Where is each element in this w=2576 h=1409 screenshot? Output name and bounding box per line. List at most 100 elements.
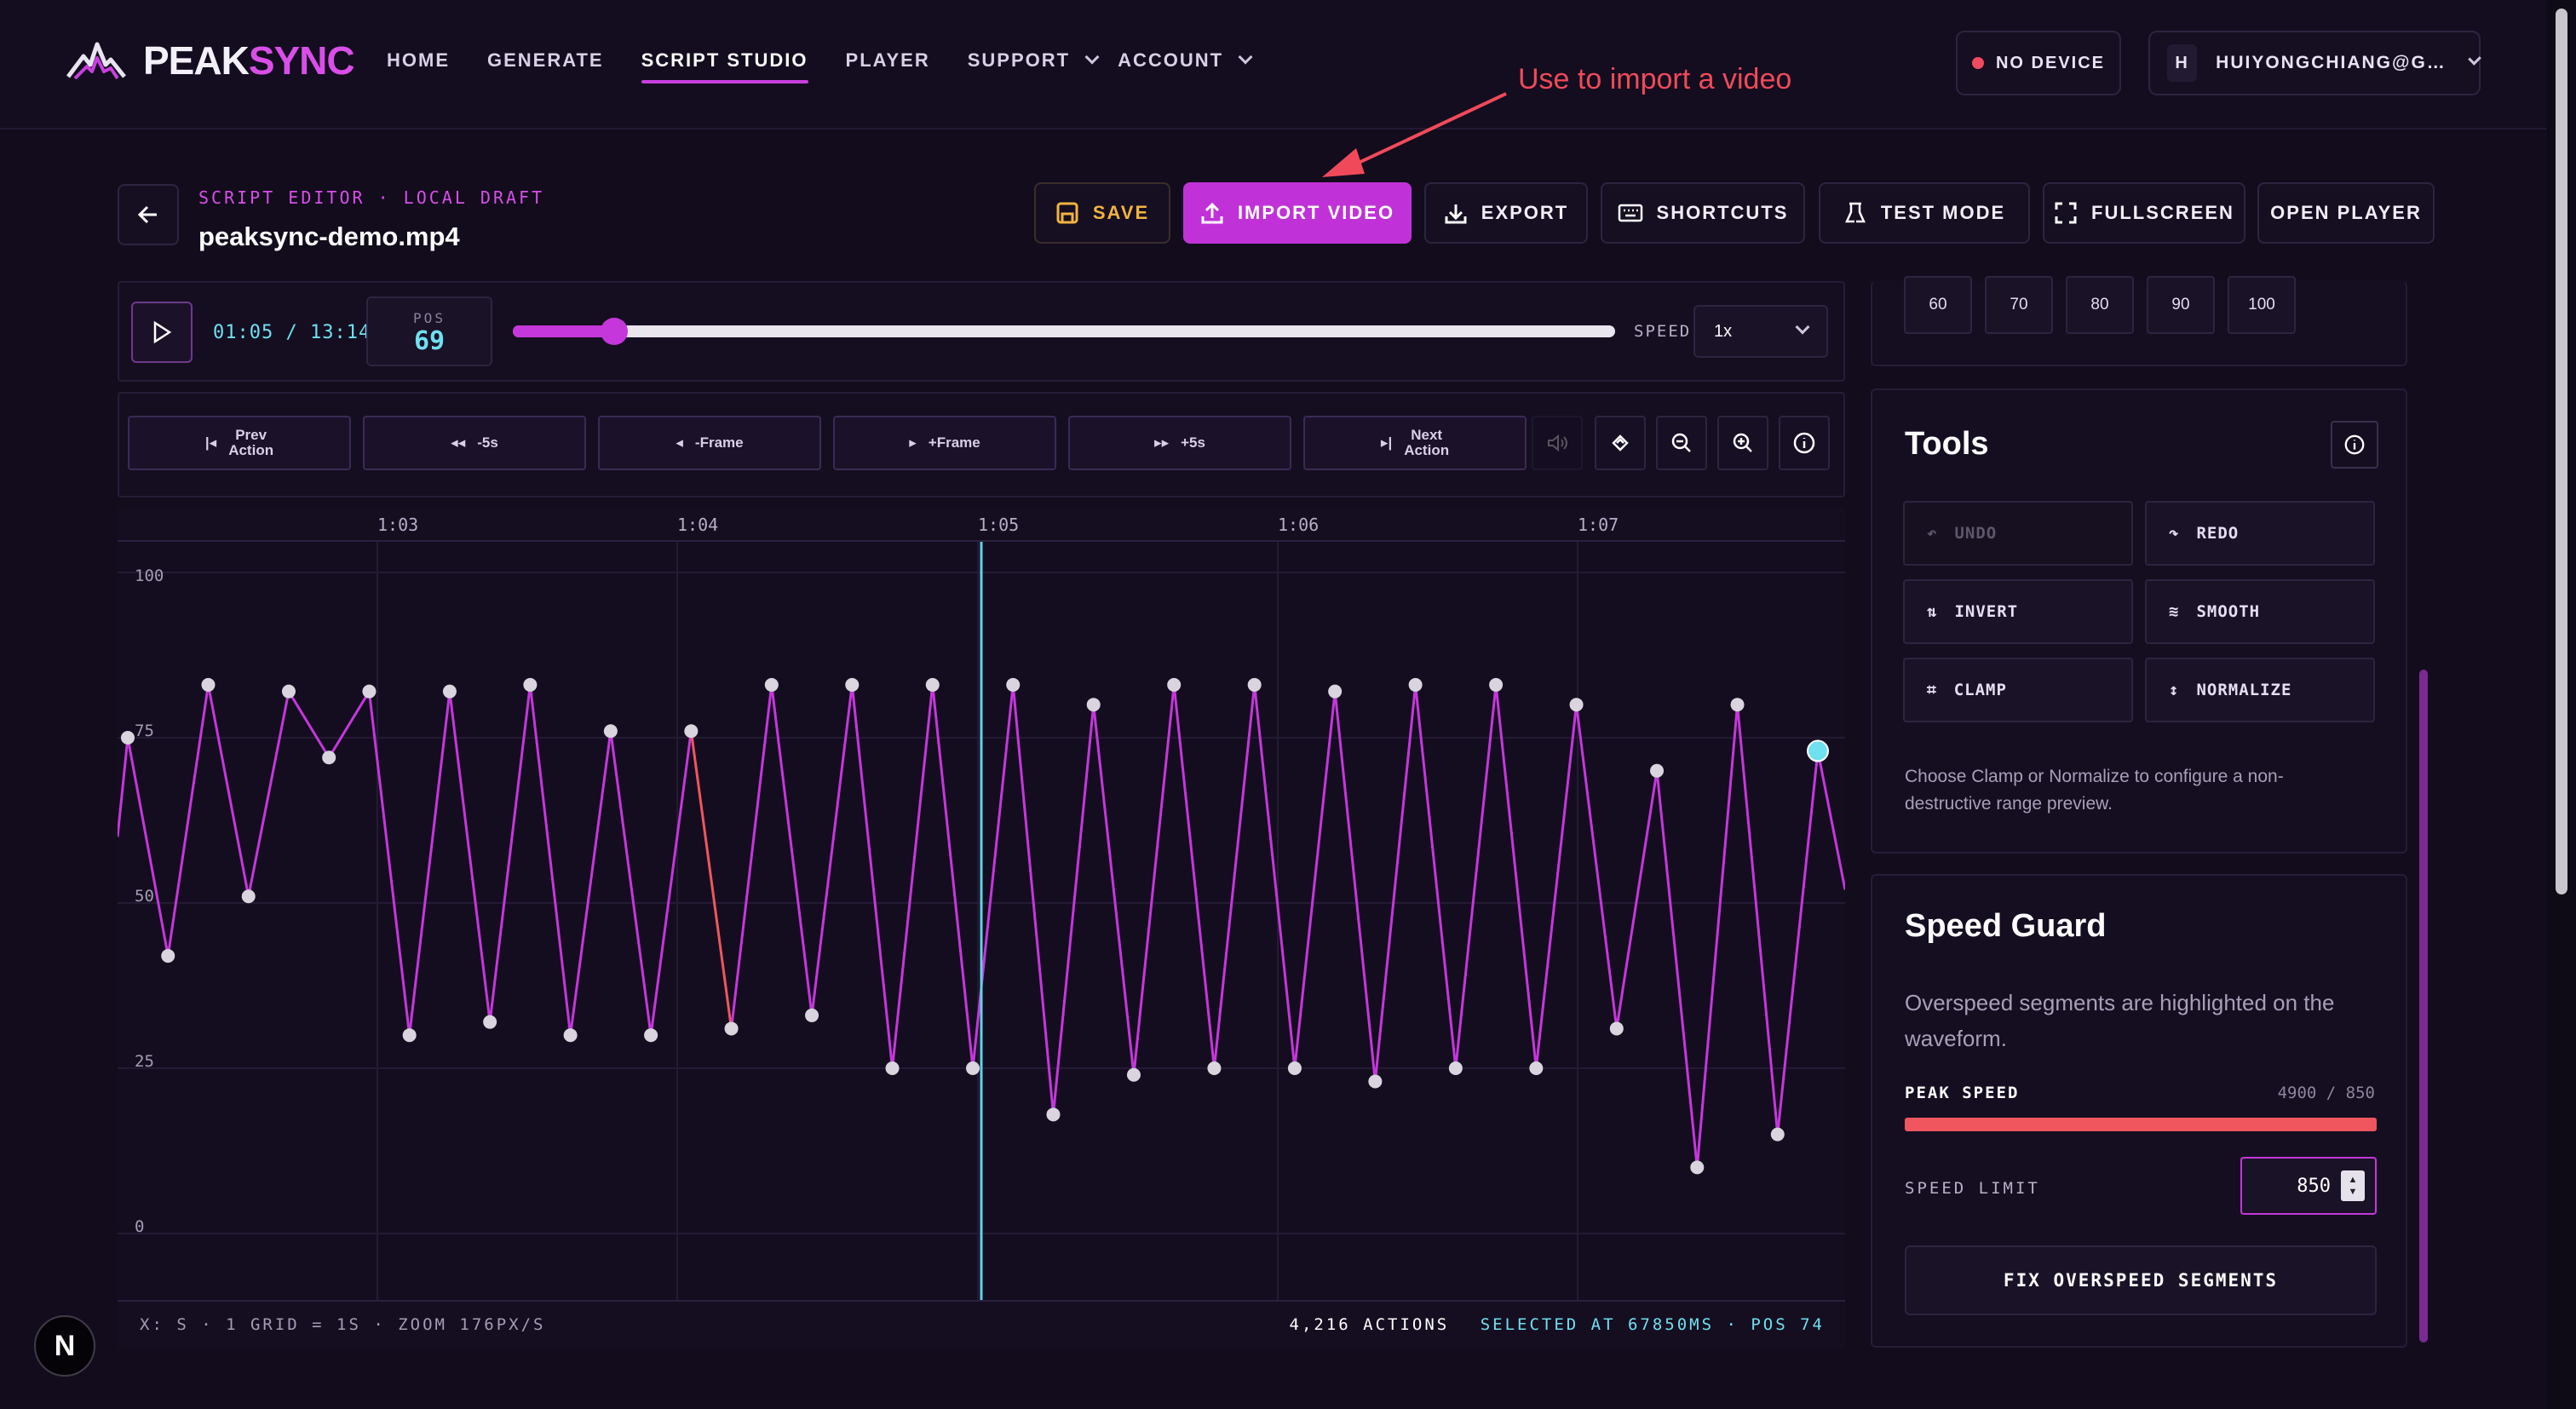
action-point[interactable]	[1529, 1061, 1544, 1075]
snap-button[interactable]	[1595, 416, 1646, 470]
invert-button[interactable]: ⇅ INVERT	[1903, 579, 2133, 644]
seek-slider-handle[interactable]	[601, 318, 629, 345]
preset-80-button[interactable]: 80	[2066, 276, 2134, 334]
zoom-out-button[interactable]	[1656, 416, 1707, 470]
action-point[interactable]	[402, 1028, 417, 1043]
nav-support[interactable]: SUPPORT	[967, 49, 1100, 83]
action-point[interactable]	[121, 731, 135, 745]
smooth-button[interactable]: ≋ SMOOTH	[2145, 579, 2375, 644]
nav-script-studio[interactable]: SCRIPT STUDIO	[641, 49, 808, 83]
dev-tools-badge[interactable]: N	[34, 1315, 95, 1377]
action-point[interactable]	[644, 1028, 658, 1043]
step-back-icon: ◂	[676, 434, 683, 451]
action-point[interactable]	[1569, 698, 1584, 712]
account-menu[interactable]: H HUIYONGCHIANG@G…	[2148, 31, 2481, 95]
back-5s-button[interactable]: ◂◂ -5s	[363, 416, 586, 470]
action-point[interactable]	[483, 1015, 497, 1029]
action-point[interactable]	[1287, 1061, 1302, 1075]
action-point[interactable]	[1489, 677, 1504, 692]
action-point[interactable]	[1609, 1021, 1624, 1036]
action-point[interactable]	[322, 751, 336, 765]
timeline-ruler[interactable]: 1:03 1:04 1:05 1:06 1:07	[118, 508, 1845, 542]
action-point[interactable]	[805, 1008, 819, 1022]
action-point[interactable]	[1408, 677, 1423, 692]
action-point[interactable]	[1690, 1160, 1705, 1175]
device-status-button[interactable]: NO DEVICE	[1956, 31, 2121, 95]
shortcuts-button[interactable]: SHORTCUTS	[1601, 182, 1805, 244]
action-point[interactable]	[966, 1061, 980, 1075]
zoom-in-icon	[1733, 433, 1752, 452]
series-line	[1494, 684, 1538, 1069]
action-point[interactable]	[161, 949, 175, 963]
action-point[interactable]	[1730, 698, 1745, 712]
panel-scrollbar[interactable]	[2419, 670, 2428, 1343]
test-mode-button[interactable]: TEST MODE	[1819, 182, 2030, 244]
info-button[interactable]	[1779, 416, 1830, 470]
tools-info-button[interactable]	[2331, 421, 2378, 469]
preset-60-button[interactable]: 60	[1904, 276, 1972, 334]
waveform-editor[interactable]: 100 75 50 25 0	[116, 508, 1847, 1300]
action-point[interactable]	[925, 677, 940, 692]
play-button[interactable]	[131, 302, 193, 363]
nav-account[interactable]: ACCOUNT	[1118, 49, 1253, 83]
forward-5s-button[interactable]: ▸▸ +5s	[1068, 416, 1291, 470]
action-point[interactable]	[1247, 677, 1262, 692]
selected-action-point[interactable]	[1807, 739, 1829, 762]
action-point[interactable]	[1207, 1061, 1222, 1075]
action-point[interactable]	[1770, 1127, 1785, 1142]
fix-overspeed-button[interactable]: FIX OVERSPEED SEGMENTS	[1905, 1245, 2377, 1315]
stepper-icon[interactable]: ▲ ▼	[2341, 1170, 2365, 1201]
prev-frame-button[interactable]: ◂ -Frame	[598, 416, 821, 470]
undo-button[interactable]: ↶ UNDO	[1903, 501, 2133, 566]
normalize-button[interactable]: ↕ NORMALIZE	[2145, 658, 2375, 722]
action-point[interactable]	[1448, 1061, 1463, 1075]
action-point[interactable]	[684, 724, 699, 739]
action-point[interactable]	[845, 677, 860, 692]
redo-button[interactable]: ↷ REDO	[2145, 501, 2375, 566]
preset-90-button[interactable]: 90	[2147, 276, 2215, 334]
action-point[interactable]	[563, 1028, 578, 1043]
zoom-in-button[interactable]	[1717, 416, 1768, 470]
action-point[interactable]	[603, 724, 618, 739]
action-point[interactable]	[523, 677, 538, 692]
action-point[interactable]	[362, 684, 377, 699]
action-point[interactable]	[241, 889, 256, 904]
nav-player[interactable]: PLAYER	[845, 49, 930, 71]
open-player-button[interactable]: OPEN PLAYER	[2257, 182, 2435, 244]
next-frame-button[interactable]: ▸ +Frame	[833, 416, 1056, 470]
action-point[interactable]	[1650, 763, 1665, 778]
save-button[interactable]: SAVE	[1034, 182, 1170, 244]
action-point[interactable]	[201, 677, 216, 692]
action-point[interactable]	[1167, 677, 1182, 692]
page-scrollbar-thumb[interactable]	[2556, 9, 2567, 894]
nav-generate[interactable]: GENERATE	[487, 49, 604, 71]
action-point[interactable]	[764, 677, 779, 692]
speed-select[interactable]: 1x	[1693, 305, 1828, 358]
preset-100-button[interactable]: 100	[2228, 276, 2296, 334]
brand-logo[interactable]: PEAKSYNC	[66, 37, 355, 83]
nav-support-label: SUPPORT	[967, 49, 1071, 71]
action-point[interactable]	[1006, 677, 1021, 692]
action-point[interactable]	[1086, 698, 1101, 712]
action-point[interactable]	[442, 684, 457, 699]
speed-limit-input[interactable]: 850 ▲ ▼	[2240, 1157, 2377, 1215]
next-action-button[interactable]: ▸| Next Action	[1303, 416, 1527, 470]
action-point[interactable]	[1126, 1067, 1141, 1082]
preset-70-button[interactable]: 70	[1985, 276, 2053, 334]
nav-home[interactable]: HOME	[387, 49, 450, 71]
action-point[interactable]	[1328, 684, 1343, 699]
fullscreen-button[interactable]: FULLSCREEN	[2043, 182, 2245, 244]
import-video-button[interactable]: IMPORT VIDEO	[1183, 182, 1412, 244]
back-button[interactable]	[118, 184, 179, 245]
clamp-button[interactable]: ⌗ CLAMP	[1903, 658, 2133, 722]
action-point[interactable]	[1368, 1074, 1383, 1089]
waveform-chart[interactable]: 100 75 50 25 0	[116, 508, 1847, 1300]
action-point[interactable]	[1046, 1107, 1061, 1122]
seek-slider[interactable]	[513, 318, 1615, 345]
action-point[interactable]	[885, 1061, 900, 1075]
action-point[interactable]	[724, 1021, 739, 1036]
prev-action-button[interactable]: |◂ Prev Action	[128, 416, 351, 470]
action-point[interactable]	[281, 684, 296, 699]
volume-button[interactable]	[1532, 416, 1583, 470]
export-button[interactable]: EXPORT	[1424, 182, 1588, 244]
